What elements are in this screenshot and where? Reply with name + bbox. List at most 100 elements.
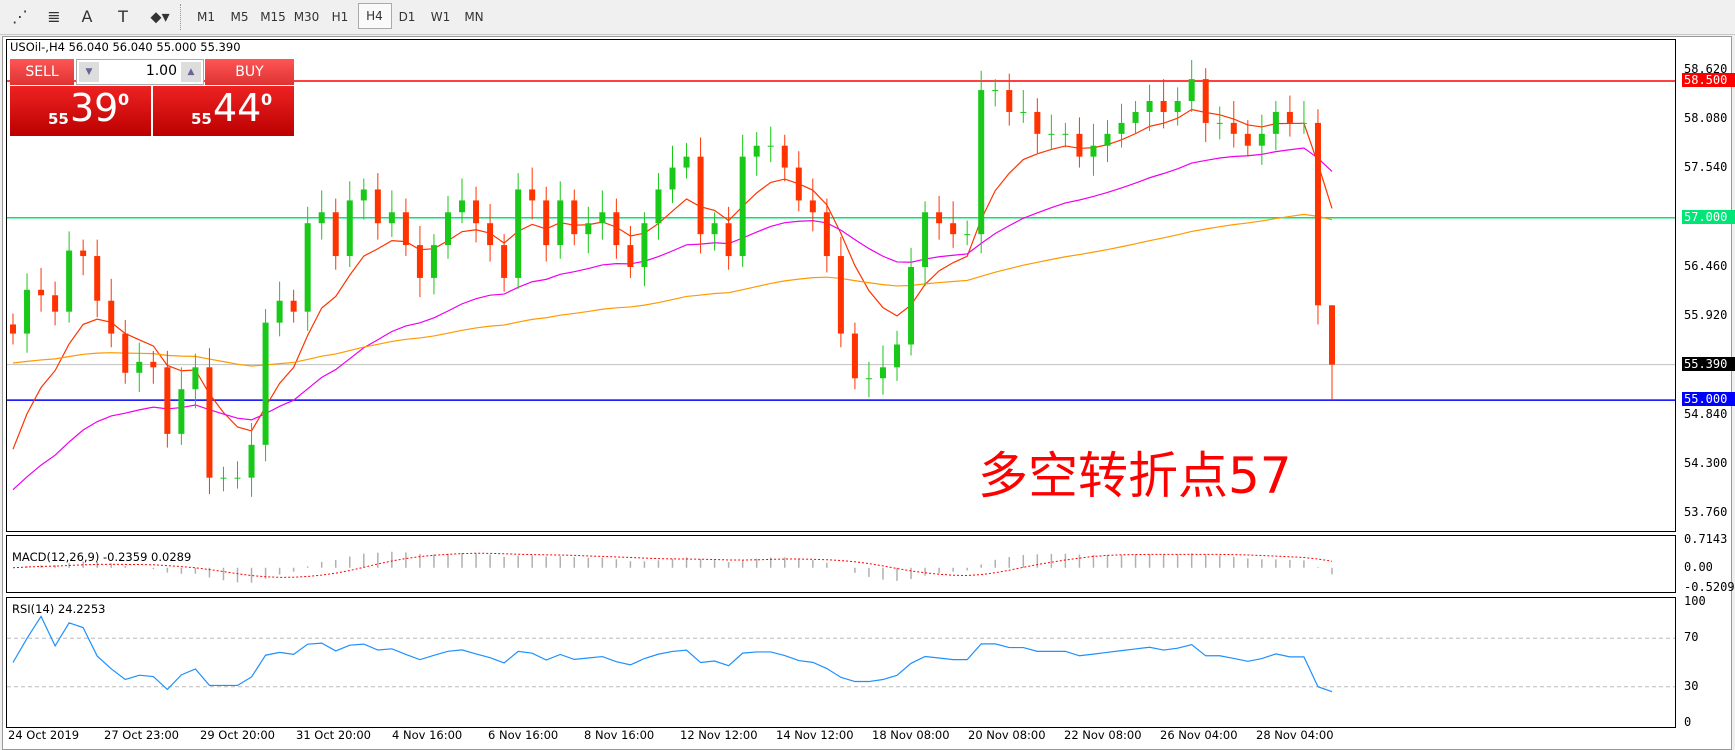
date-tick-label: 4 Nov 16:00 <box>392 728 463 742</box>
candle-body <box>879 367 886 379</box>
timeframe-h1[interactable]: H1 <box>331 10 349 24</box>
timeframe-m30[interactable]: M30 <box>293 10 320 24</box>
candle-body <box>1020 111 1027 113</box>
candle-body <box>290 300 297 312</box>
sell-price[interactable]: 55 39 0 <box>10 86 151 136</box>
candle-body <box>94 256 101 301</box>
fibonacci-icon[interactable]: ≣ <box>47 7 61 26</box>
timeframe-d1[interactable]: D1 <box>398 10 416 24</box>
candle-body <box>753 145 760 157</box>
macd-label: MACD(12,26,9) -0.2359 0.0289 <box>12 550 192 564</box>
candle-body <box>585 223 592 235</box>
candle-body <box>136 361 143 373</box>
timeframe-m5[interactable]: M5 <box>230 10 249 24</box>
candle-body <box>178 389 185 434</box>
rsi-tick-label: 100 <box>1684 594 1706 608</box>
buy-button[interactable]: BUY <box>205 59 294 85</box>
candle-body <box>781 145 788 168</box>
candle-body <box>1034 111 1041 134</box>
one-click-trading-panel: SELL ▼ 1.00 ▲ BUY 55 39 0 55 44 0 <box>10 59 294 136</box>
candle-body <box>459 200 466 213</box>
candle-body <box>276 300 283 323</box>
candle-body <box>767 145 774 147</box>
lot-increase-button[interactable]: ▲ <box>181 62 201 82</box>
rsi-line <box>12 615 1333 693</box>
date-tick-label: 8 Nov 16:00 <box>584 728 655 742</box>
level-price-tag: 57.000 <box>1682 209 1735 224</box>
macd-chart <box>12 551 1333 583</box>
candle-body <box>150 361 157 368</box>
candle-body <box>1202 79 1209 123</box>
candle-body <box>894 344 901 368</box>
candle-body <box>1006 90 1013 112</box>
candle-body <box>192 367 199 390</box>
sell-price-fraction: 0 <box>118 90 130 109</box>
candle-body <box>318 212 325 224</box>
candle-body <box>206 367 213 478</box>
candle-body <box>655 189 662 224</box>
sell-button[interactable]: SELL <box>10 59 74 85</box>
candle-body <box>10 324 16 334</box>
text-icon[interactable]: A <box>81 7 93 26</box>
elliott-wave-icon[interactable]: ⋰ <box>12 7 28 26</box>
date-tick-label: 26 Nov 04:00 <box>1160 728 1238 742</box>
macd-signal-line <box>12 552 1333 578</box>
lot-decrease-button[interactable]: ▼ <box>79 62 99 82</box>
candle-body <box>1174 101 1181 112</box>
timeframe-mn[interactable]: MN <box>464 10 484 24</box>
candle-body <box>234 477 241 479</box>
rsi-tick-label: 70 <box>1684 630 1699 645</box>
candle-body <box>978 90 985 235</box>
timeframe-m1[interactable]: M1 <box>197 10 215 24</box>
candle-body <box>1300 122 1307 124</box>
candle-body <box>220 477 227 479</box>
candle-body <box>1048 133 1055 135</box>
candle-body <box>1286 111 1293 123</box>
candle-body <box>473 200 480 224</box>
timeframe-h4[interactable]: H4 <box>357 3 392 29</box>
candle-body <box>908 266 915 345</box>
text-label-icon[interactable]: T <box>118 7 128 26</box>
arrows-icon[interactable]: ⬥▾ <box>150 7 170 26</box>
toolbar: ⋰ ≣ A T ⬥▾ M1 M5 M15 M30 H1 H4 D1 W1 MN <box>0 0 1735 35</box>
timeframe-m15[interactable]: M15 <box>260 10 286 24</box>
buy-price[interactable]: 55 44 0 <box>153 86 294 136</box>
candle-body <box>599 212 606 224</box>
buy-price-prefix: 55 <box>191 110 212 128</box>
candle-body <box>964 234 971 236</box>
date-tick-label: 12 Nov 12:00 <box>680 728 758 742</box>
candle-body <box>1244 133 1251 146</box>
candle-body <box>416 245 423 278</box>
price-tick-label: 54.840 <box>1684 406 1728 421</box>
date-tick-label: 6 Nov 16:00 <box>488 728 559 742</box>
timeframe-w1[interactable]: W1 <box>430 10 451 24</box>
candle-body <box>571 200 578 235</box>
bid-price-tag: 55.390 <box>1682 356 1735 371</box>
candle-body <box>430 245 437 278</box>
lot-size-input[interactable]: ▼ 1.00 ▲ <box>76 59 204 85</box>
level-price-tag: 58.500 <box>1682 72 1735 87</box>
candle-body <box>332 212 339 257</box>
candle-body <box>529 189 536 201</box>
candle-body <box>346 200 353 257</box>
candle-body <box>122 333 129 373</box>
candle-body <box>388 212 395 224</box>
candle-body <box>837 256 844 334</box>
candle-body <box>711 223 718 235</box>
candle-body <box>922 212 929 267</box>
candle-body <box>1329 305 1335 365</box>
rsi-chart <box>7 615 1675 693</box>
candle-body <box>38 289 45 296</box>
candle-body <box>992 90 999 92</box>
candle-body <box>1160 101 1167 112</box>
candle-body <box>24 289 31 334</box>
candle-body <box>487 223 494 246</box>
price-tick-label: 58.620 <box>1684 62 1728 76</box>
chart-header: USOil-,H4 56.040 56.040 55.000 55.390 <box>10 40 241 54</box>
candle-body <box>627 245 634 267</box>
moving-average-line <box>12 147 1333 491</box>
lot-value[interactable]: 1.00 <box>145 63 177 79</box>
candle-body <box>248 444 255 478</box>
candle-body <box>697 156 704 235</box>
price-tick-label: 56.460 <box>1684 258 1728 273</box>
